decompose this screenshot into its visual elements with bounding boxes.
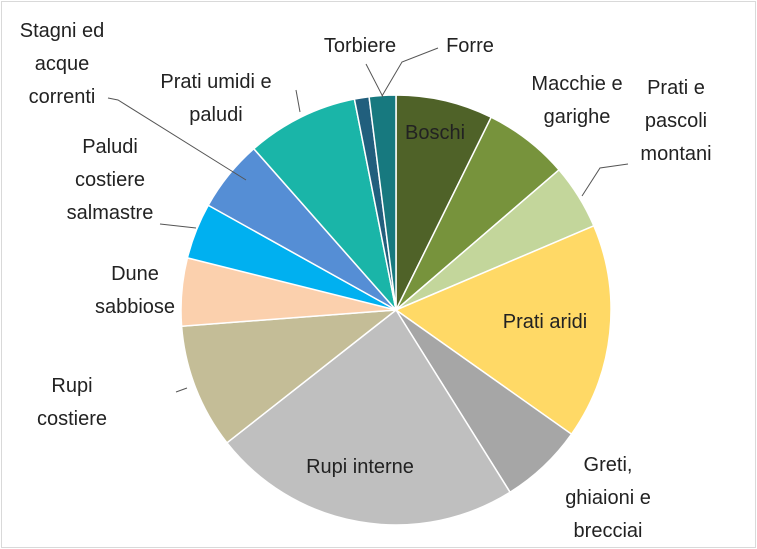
slice-label: Dune sabbiose xyxy=(94,263,176,318)
leader-line xyxy=(365,63,384,98)
leader-line xyxy=(295,89,301,113)
pie-slice xyxy=(394,224,612,436)
slice-label: Stagni ed acque correnti xyxy=(19,20,105,108)
slice-label: Prati aridi xyxy=(502,311,588,333)
slice-label: Rupi interne xyxy=(306,456,414,478)
slice-label: Torbiere xyxy=(323,35,397,57)
leader-lines xyxy=(107,47,629,393)
pie-slice xyxy=(395,94,493,311)
leader-line xyxy=(159,223,197,229)
slice-label: Prati umidi e paludi xyxy=(160,71,272,126)
slice-label: Rupi costiere xyxy=(36,375,108,430)
leader-line xyxy=(381,47,439,97)
slice-label: Paludi costiere salmastre xyxy=(66,136,154,224)
leader-line xyxy=(107,97,247,181)
pie-slice xyxy=(252,98,398,313)
pie-slice xyxy=(225,308,512,526)
leader-line xyxy=(175,387,188,393)
slice-label: Forre xyxy=(446,35,494,57)
slice-label: Prati e pascoli montani xyxy=(640,77,712,165)
leader-line xyxy=(581,163,629,197)
slice-label: Greti, ghiaioni e brecciai xyxy=(565,454,651,542)
slice-label: Boschi xyxy=(404,122,466,144)
slice-label: Macchie e garighe xyxy=(531,73,623,128)
pie-slice xyxy=(180,309,399,444)
